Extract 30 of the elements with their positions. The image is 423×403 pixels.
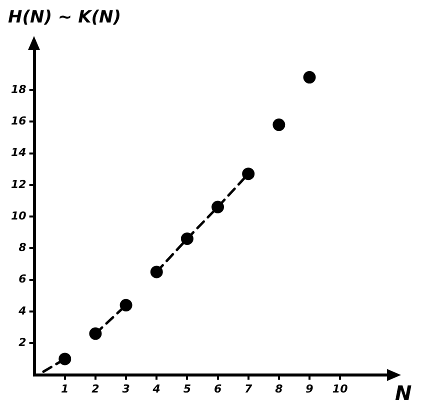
point xyxy=(89,327,102,340)
x-tick-label: 9 xyxy=(306,382,314,396)
y-tick-label: 6 xyxy=(18,272,27,286)
y-tick-label: 8 xyxy=(18,241,27,254)
point xyxy=(272,118,286,132)
x-tick-label: 6 xyxy=(214,382,222,396)
point xyxy=(212,200,224,214)
point xyxy=(58,352,72,366)
x-tick-label: 4 xyxy=(152,382,160,396)
y-axis-title: H(N) ~ K(N) xyxy=(8,8,122,28)
y-tick-label: 2 xyxy=(18,336,27,350)
y-tick-label: 16 xyxy=(10,114,27,128)
y-tick-label: 10 xyxy=(10,209,27,222)
x-axis-title: N xyxy=(395,381,412,403)
y-tick-label: 12 xyxy=(10,178,27,191)
x-tick-label: 3 xyxy=(122,382,130,396)
point xyxy=(180,232,194,245)
y-tick-label: 4 xyxy=(18,304,26,318)
point xyxy=(120,298,132,312)
point xyxy=(303,71,316,84)
x-tick-label: 5 xyxy=(183,382,192,396)
x-tick-label: 8 xyxy=(275,382,284,396)
y-tick-label: 14 xyxy=(10,146,26,160)
point xyxy=(242,168,255,180)
x-tick-label: 2 xyxy=(92,382,100,396)
x-tick-label: 10 xyxy=(332,382,348,396)
x-tick-label: 7 xyxy=(244,382,253,396)
y-tick-label: 18 xyxy=(10,82,27,96)
x-tick-label: 1 xyxy=(61,382,69,396)
point xyxy=(150,266,163,278)
